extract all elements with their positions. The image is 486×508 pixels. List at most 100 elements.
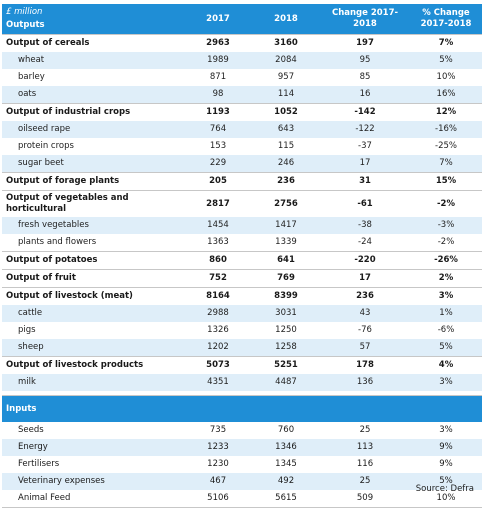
- value-2017: 467: [184, 473, 252, 490]
- group-row: Output of cereals 2963 3160 197 7%: [2, 34, 482, 52]
- value-2018: 1346: [252, 439, 320, 456]
- value-2018: 236: [252, 172, 320, 191]
- row-label: oats: [2, 86, 184, 104]
- value-2018: 1339: [252, 234, 320, 252]
- row-label: oilseed rape: [2, 121, 184, 138]
- value-2018: 1258: [252, 339, 320, 357]
- value-2017: 153: [184, 138, 252, 155]
- value-change: 16: [320, 86, 410, 104]
- sub-row: oats 98 114 16 16%: [2, 86, 482, 104]
- value-pct-change: 15%: [410, 172, 482, 191]
- row-label: Fertilisers: [2, 456, 184, 473]
- value-2018: 115: [252, 138, 320, 155]
- group-row: Output of forage plants 205 236 31 15%: [2, 172, 482, 191]
- value-2018: 246: [252, 155, 320, 173]
- value-2018: 4487: [252, 374, 320, 391]
- value-change: 43: [320, 305, 410, 322]
- row-label: wheat: [2, 52, 184, 69]
- input-row: Energy 1233 1346 113 9%: [2, 439, 482, 456]
- value-2017: 8164: [184, 287, 252, 305]
- value-change: 236: [320, 287, 410, 305]
- inputs-section-header: Inputs: [2, 395, 482, 422]
- sub-row: pigs 1326 1250 -76 -6%: [2, 322, 482, 339]
- value-2018: 769: [252, 269, 320, 288]
- value-2018: 492: [252, 473, 320, 490]
- group-row: Output of livestock (meat) 8164 8399 236 3%: [2, 287, 482, 305]
- column-header-change: Change 2017-2018: [320, 4, 410, 35]
- row-label: Seeds: [2, 422, 184, 439]
- value-2018: 3031: [252, 305, 320, 322]
- value-pct-change: 1%: [410, 305, 482, 322]
- value-pct-change: 10%: [410, 69, 482, 86]
- value-2017: 1989: [184, 52, 252, 69]
- value-2017: 752: [184, 269, 252, 288]
- value-pct-change: 2%: [410, 269, 482, 288]
- header-label-cell: £ million Outputs: [2, 4, 184, 35]
- sub-row: milk 4351 4487 136 3%: [2, 374, 482, 391]
- row-label: Output of livestock (meat): [2, 287, 184, 305]
- sub-row: sugar beet 229 246 17 7%: [2, 155, 482, 173]
- value-pct-change: -2%: [410, 234, 482, 252]
- value-2018: 1052: [252, 103, 320, 121]
- value-change: 116: [320, 456, 410, 473]
- value-pct-change: -25%: [410, 138, 482, 155]
- value-pct-change: 3%: [410, 374, 482, 391]
- value-2017: 860: [184, 251, 252, 270]
- value-change: 95: [320, 52, 410, 69]
- value-pct-change: -6%: [410, 322, 482, 339]
- column-header-2017: 2017: [184, 4, 252, 35]
- column-header-2018: 2018: [252, 4, 320, 35]
- value-2017: 5073: [184, 356, 252, 374]
- value-2017: 2988: [184, 305, 252, 322]
- sub-row: sheep 1202 1258 57 5%: [2, 339, 482, 357]
- value-pct-change: 5%: [410, 339, 482, 357]
- value-pct-change: 12%: [410, 103, 482, 121]
- value-pct-change: 9%: [410, 439, 482, 456]
- value-2017: 871: [184, 69, 252, 86]
- value-pct-change: -2%: [410, 190, 482, 217]
- sub-row: protein crops 153 115 -37 -25%: [2, 138, 482, 155]
- group-row: Output of industrial crops 1193 1052 -142 12…: [2, 103, 482, 121]
- value-2018: 5251: [252, 356, 320, 374]
- sub-row: plants and flowers 1363 1339 -24 -2%: [2, 234, 482, 252]
- value-pct-change: 3%: [410, 422, 482, 439]
- value-pct-change: 7%: [410, 155, 482, 173]
- spacer-cell: [2, 391, 482, 396]
- group-row: Output of potatoes 860 641 -220 -26%: [2, 251, 482, 270]
- value-2017: 4351: [184, 374, 252, 391]
- sub-row: barley 871 957 85 10%: [2, 69, 482, 86]
- value-change: 197: [320, 34, 410, 52]
- value-2018: 2756: [252, 190, 320, 217]
- value-pct-change: 7%: [410, 34, 482, 52]
- value-2017: 229: [184, 155, 252, 173]
- inputs-section-label: Inputs: [2, 395, 482, 422]
- value-2017: 1454: [184, 217, 252, 234]
- value-2017: 2817: [184, 190, 252, 217]
- value-2017: 1233: [184, 439, 252, 456]
- row-label: Output of forage plants: [2, 172, 184, 191]
- input-row: Fertilisers 1230 1345 116 9%: [2, 456, 482, 473]
- row-label: barley: [2, 69, 184, 86]
- value-pct-change: 5%: [410, 473, 482, 490]
- value-pct-change: -3%: [410, 217, 482, 234]
- output-input-table-container: £ million Outputs 2017 2018 Change 2017-…: [2, 4, 482, 508]
- outputs-section-label: Outputs: [6, 20, 45, 30]
- group-row: Output of vegetables and horticultural 28…: [2, 190, 482, 217]
- group-row: Output of livestock products 5073 5251 178 4…: [2, 356, 482, 374]
- value-pct-change: 16%: [410, 86, 482, 104]
- input-row: Veterinary expenses 467 492 25 5%: [2, 473, 482, 490]
- value-change: -37: [320, 138, 410, 155]
- value-change: 31: [320, 172, 410, 191]
- value-change: -142: [320, 103, 410, 121]
- row-label: sheep: [2, 339, 184, 357]
- unit-label: £ million: [6, 7, 43, 17]
- row-label: cattle: [2, 305, 184, 322]
- value-pct-change: -16%: [410, 121, 482, 138]
- value-change: 17: [320, 269, 410, 288]
- row-label: protein crops: [2, 138, 184, 155]
- value-change: 178: [320, 356, 410, 374]
- value-pct-change: 3%: [410, 287, 482, 305]
- value-change: 136: [320, 374, 410, 391]
- value-pct-change: 4%: [410, 356, 482, 374]
- value-2017: 2963: [184, 34, 252, 52]
